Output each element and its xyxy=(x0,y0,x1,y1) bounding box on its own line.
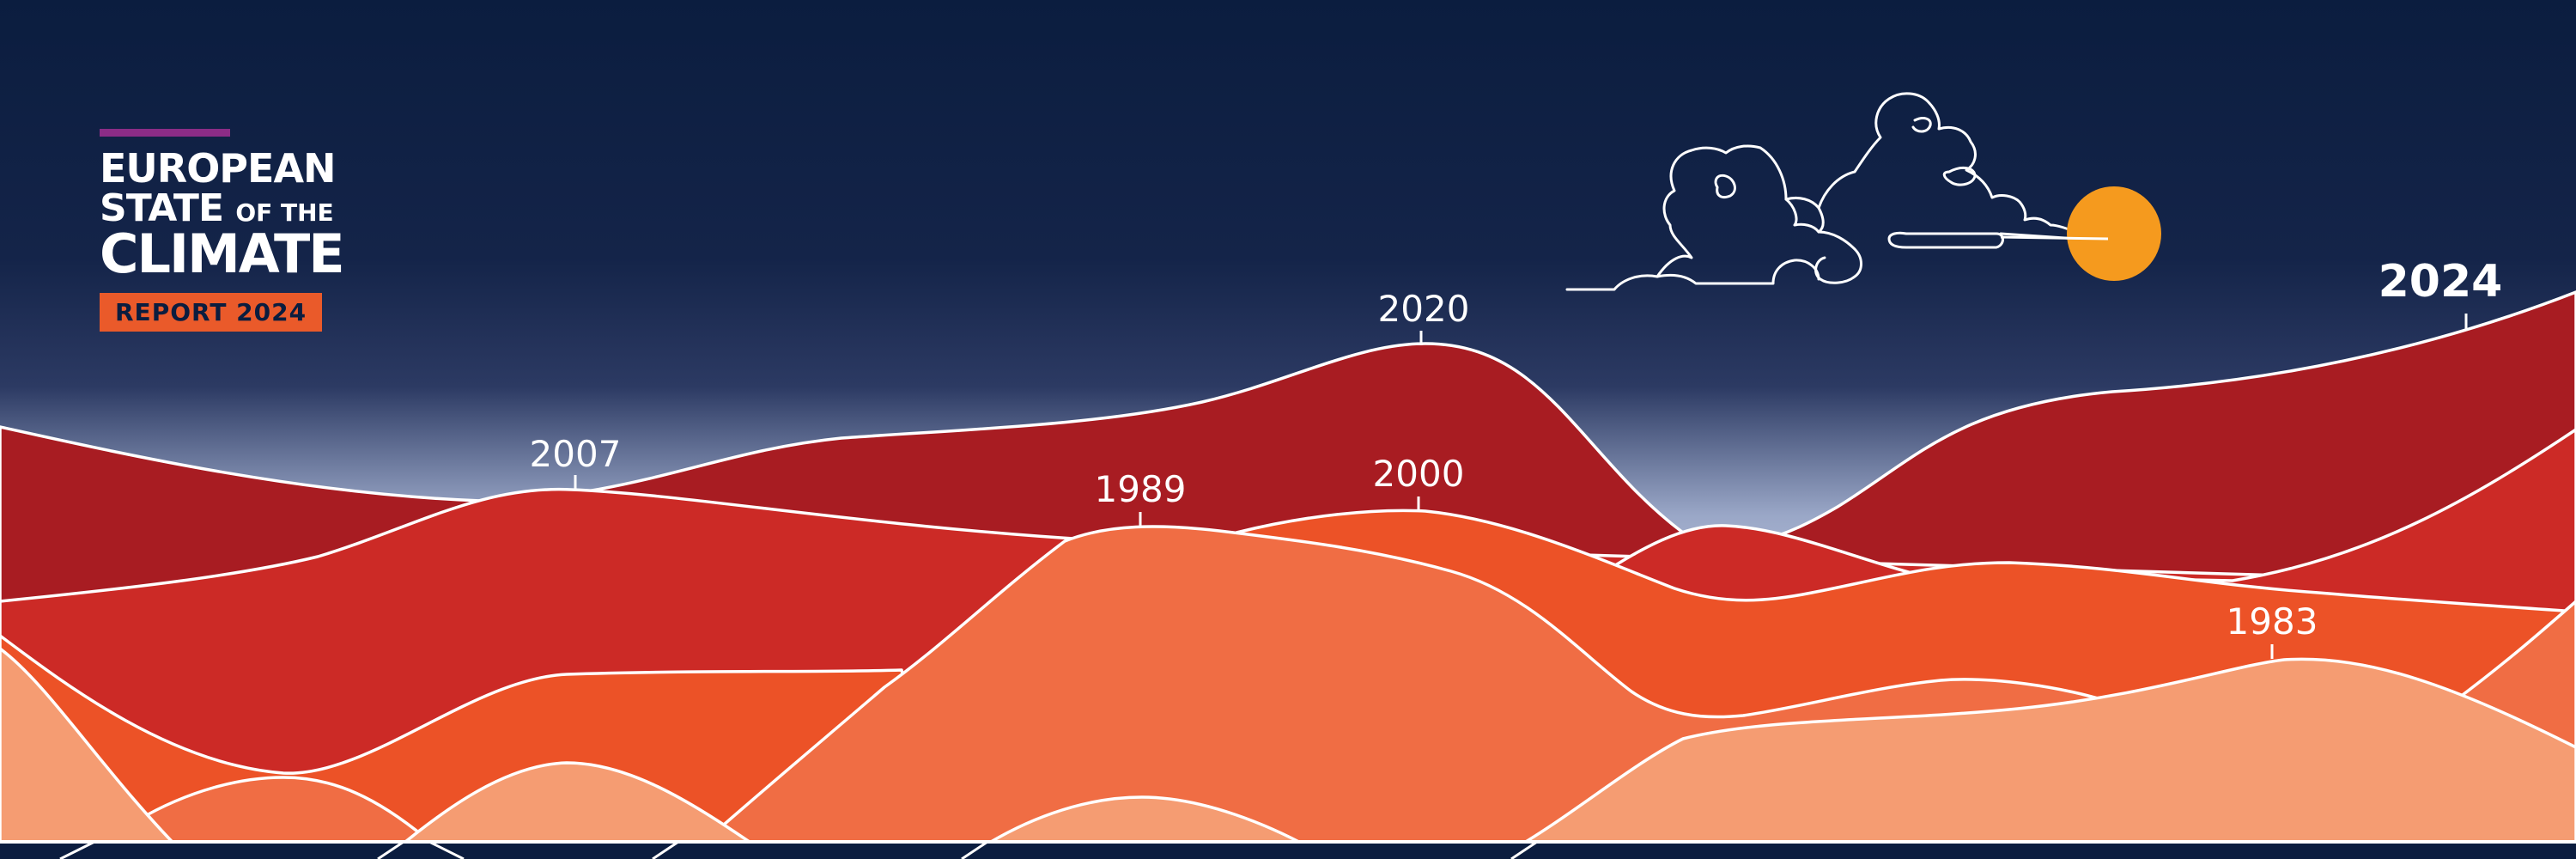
year-label-2000: 2000 xyxy=(1373,453,1465,495)
year-label-2024: 2024 xyxy=(2379,256,2503,308)
ground-crossing-lines xyxy=(59,840,1538,859)
ground-strip xyxy=(0,844,2576,859)
logo-accent-bar xyxy=(100,129,230,137)
logo-line-state-of-the: STATE OF THE xyxy=(100,186,357,230)
sun-ray-line xyxy=(2000,235,2109,241)
report-year-badge: REPORT 2024 xyxy=(100,293,323,332)
sun-icon xyxy=(2067,186,2161,281)
report-logo: EUROPEAN STATE OF THE CLIMATE REPORT 202… xyxy=(100,129,357,332)
logo-word-state: STATE xyxy=(100,186,224,230)
logo-line-climate: CLIMATE xyxy=(100,222,345,286)
logo-line-european: EUROPEAN xyxy=(100,145,337,192)
year-label-2007: 2007 xyxy=(530,433,622,475)
hill-orange-left xyxy=(136,776,427,859)
year-label-2020: 2020 xyxy=(1378,288,1470,330)
ridge-peach-1983 xyxy=(1510,657,2576,859)
hill-peach-center-left xyxy=(393,761,757,859)
year-label-1989: 1989 xyxy=(1095,468,1187,510)
logo-words-of-the: OF THE xyxy=(235,198,334,227)
year-label-1983: 1983 xyxy=(2227,600,2318,643)
